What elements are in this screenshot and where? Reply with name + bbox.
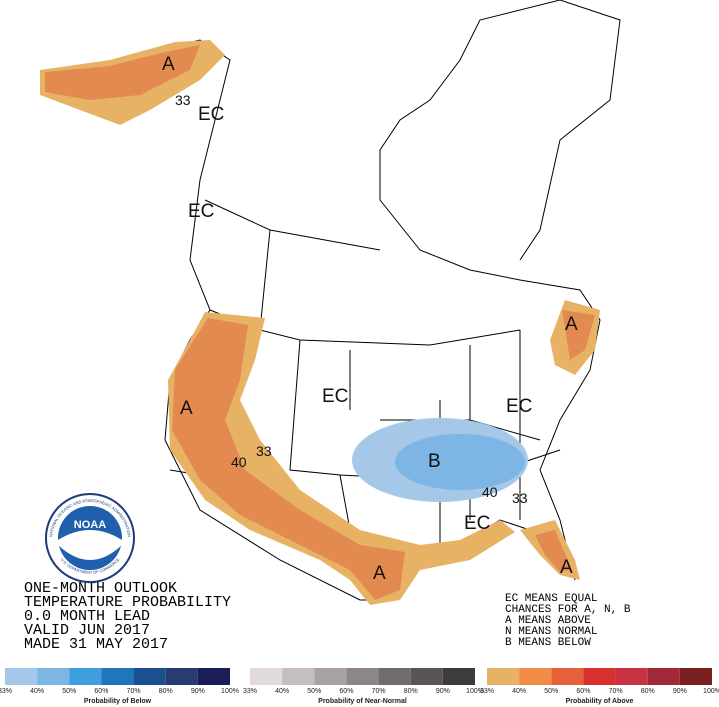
legend-tick-label: 60% — [576, 688, 590, 695]
map-label: B — [428, 451, 441, 472]
legend-swatch — [583, 668, 616, 685]
map-label: 40 — [482, 484, 498, 500]
map-label: A — [373, 563, 386, 584]
key-line: CHANCES FOR A, N, B — [505, 604, 631, 616]
legend-tick-label: 40% — [275, 688, 289, 695]
legend-tick-label: 50% — [544, 688, 558, 695]
legend-tick-label: 90% — [673, 688, 687, 695]
map-label: EC — [506, 396, 532, 417]
key-line: EC MEANS EQUAL — [505, 593, 597, 605]
legend-tick-label: 33% — [243, 688, 257, 695]
legend-swatch — [250, 668, 283, 685]
legend-tick-label: 80% — [159, 688, 173, 695]
noaa-logo: NOAA NATIONAL OCEANIC AND ATMOSPHERIC AD… — [45, 493, 135, 583]
legend-tick-label: 100% — [466, 688, 484, 695]
legend-swatch — [197, 668, 230, 685]
legend-tick-label: 50% — [62, 688, 76, 695]
legend-tick-label: 80% — [404, 688, 418, 695]
legend-swatch — [647, 668, 680, 685]
legend-swatch — [165, 668, 198, 685]
map-label: A — [565, 314, 578, 335]
map-label: 33 — [512, 490, 528, 506]
legend-tick-label: 33% — [480, 688, 494, 695]
outlook-line: VALID JUN 2017 — [24, 622, 150, 639]
legend-title: Probability of Below — [84, 698, 152, 705]
legend-swatch — [442, 668, 475, 685]
legend-swatch — [378, 668, 411, 685]
legend-swatch — [133, 668, 166, 685]
legend-tick-label: 40% — [512, 688, 526, 695]
map-label: A — [162, 54, 175, 75]
legend-tick-label: 100% — [221, 688, 239, 695]
legend-title: Probability of Near-Normal — [318, 698, 407, 705]
map-label: A — [180, 398, 193, 419]
probability-regions — [40, 40, 600, 605]
legend-tick-label: 60% — [94, 688, 108, 695]
outlook-line: ONE-MONTH OUTLOOK — [24, 580, 177, 597]
legend-tick-label: 70% — [609, 688, 623, 695]
legend-swatch — [615, 668, 648, 685]
legend-tick-label: 100% — [703, 688, 719, 695]
legend-swatch — [679, 668, 712, 685]
legend-swatch — [487, 668, 520, 685]
map-label: EC — [322, 386, 348, 407]
map-label: EC — [188, 201, 214, 222]
map-label: 33 — [175, 92, 191, 108]
legend-tick-label: 70% — [127, 688, 141, 695]
legend-tick-label: 60% — [339, 688, 353, 695]
key-line: N MEANS NORMAL — [505, 626, 597, 638]
legend-swatch — [5, 668, 38, 685]
legend-swatch — [101, 668, 134, 685]
legend-swatch — [282, 668, 315, 685]
legend-swatch — [37, 668, 70, 685]
key-line: B MEANS BELOW — [505, 637, 591, 649]
legend-swatch — [346, 668, 379, 685]
key-line: A MEANS ABOVE — [505, 615, 591, 627]
map-label: 33 — [256, 443, 272, 459]
legend-title: Probability of Above — [566, 698, 634, 705]
map-label: EC — [464, 513, 490, 534]
legend-swatch — [410, 668, 443, 685]
map-label: A — [560, 557, 573, 578]
legend-swatch — [314, 668, 347, 685]
map-label: 40 — [231, 454, 247, 470]
legend-tick-label: 40% — [30, 688, 44, 695]
legend-tick-label: 70% — [372, 688, 386, 695]
legend-tick-label: 80% — [641, 688, 655, 695]
map-label: EC — [198, 104, 224, 125]
legend-tick-label: 50% — [307, 688, 321, 695]
outlook-line: TEMPERATURE PROBABILITY — [24, 594, 231, 611]
outlook-line: MADE 31 MAY 2017 — [24, 636, 168, 653]
legend-swatch — [69, 668, 102, 685]
legend-swatch — [519, 668, 552, 685]
legend-tick-label: 33% — [0, 688, 12, 695]
logo-name: NOAA — [74, 519, 106, 531]
legend-swatch — [551, 668, 584, 685]
outlook-line: 0.0 MONTH LEAD — [24, 608, 150, 625]
legend-tick-label: 90% — [191, 688, 205, 695]
legend-tick-label: 90% — [436, 688, 450, 695]
